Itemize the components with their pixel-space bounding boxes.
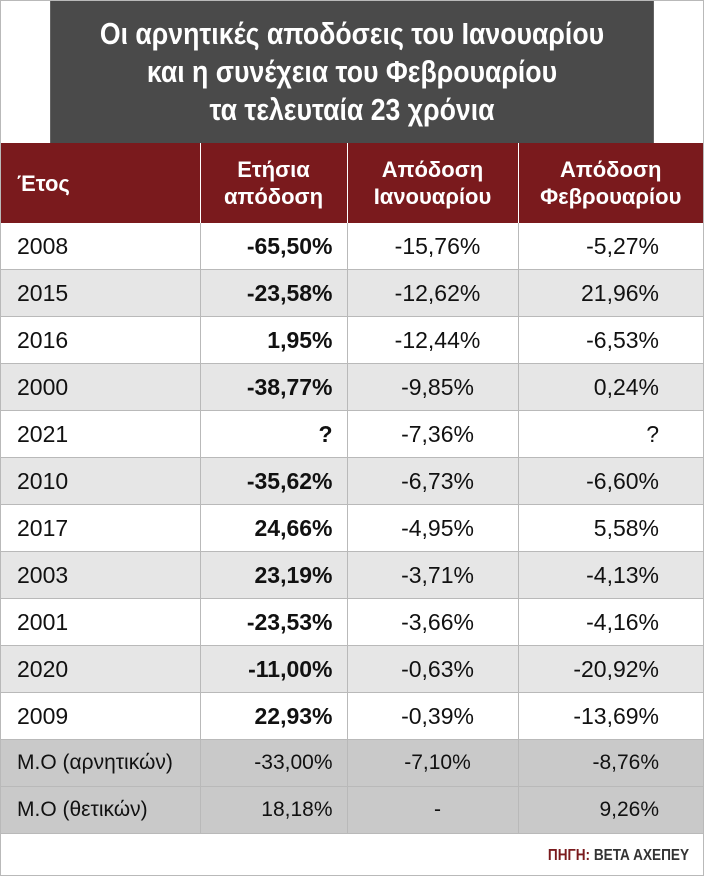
table-cell: -7,10% bbox=[347, 739, 519, 787]
table-row: 2003 23,19% -3,71% -4,13% bbox=[1, 551, 703, 599]
table-cell: -38,77% bbox=[200, 363, 348, 411]
table-cell: -6,60% bbox=[518, 457, 703, 505]
table-cell: -12,44% bbox=[347, 316, 519, 364]
column-header-1: Ετήσια απόδοση bbox=[200, 143, 348, 223]
table-cell: -65,50% bbox=[200, 223, 348, 270]
source-value: ΒΕΤΑ ΑΧΕΠΕΥ bbox=[593, 847, 689, 864]
table-cell: -6,53% bbox=[518, 316, 703, 364]
table-row: 2021? -7,36%? bbox=[1, 410, 703, 458]
column-header-3: Απόδοση Φεβρουαρίου bbox=[518, 143, 703, 223]
table-cell: -15,76% bbox=[347, 223, 519, 270]
title-line-3: τα τελευταία 23 χρόνια bbox=[209, 92, 495, 127]
table-cell: 2021 bbox=[1, 410, 201, 458]
table-row: 2015 -23,58% -12,62% 21,96% bbox=[1, 269, 703, 317]
table-cell: 2009 bbox=[1, 692, 201, 740]
column-header-0: Έτος bbox=[1, 143, 201, 223]
table-cell: 9,26% bbox=[518, 786, 703, 834]
table-cell: 2003 bbox=[1, 551, 201, 599]
table-cell: - bbox=[347, 786, 519, 834]
table-row: 2009 22,93% -0,39% -13,69% bbox=[1, 692, 703, 740]
table-row: 2010 -35,62% -6,73% -6,60% bbox=[1, 457, 703, 505]
table-cell: 1,95% bbox=[200, 316, 348, 364]
table-cell: 2016 bbox=[1, 316, 201, 364]
table-cell: -33,00% bbox=[200, 739, 348, 787]
table-cell: -23,58% bbox=[200, 269, 348, 317]
column-header-2-line-1: Ιανουαρίου bbox=[373, 184, 492, 209]
table-cell: 2017 bbox=[1, 504, 201, 552]
table-cell: ? bbox=[518, 410, 703, 458]
table-row: 2001 -23,53% -3,66% -4,16% bbox=[1, 598, 703, 646]
table-cell: -0,39% bbox=[347, 692, 519, 740]
table-cell: 2001 bbox=[1, 598, 201, 646]
table-cell: -8,76% bbox=[518, 739, 703, 787]
column-header-3-line-0: Απόδοση bbox=[560, 157, 662, 182]
table-row: 2017 24,66% -4,95% 5,58% bbox=[1, 504, 703, 552]
table-cell: -13,69% bbox=[518, 692, 703, 740]
table-cell: -11,00% bbox=[200, 645, 348, 693]
column-header-1-line-0: Ετήσια bbox=[237, 157, 310, 182]
summary-row: Μ.Ο (θετικών) 18,18% -9,26% bbox=[1, 786, 703, 834]
table-cell: 5,58% bbox=[518, 504, 703, 552]
table-cell: -4,16% bbox=[518, 598, 703, 646]
source-note: ΠΗΓΗ: ΒΕΤΑ ΑΧΕΠΕΥ bbox=[548, 847, 689, 865]
table-cell: 2010 bbox=[1, 457, 201, 505]
chart-title: Οι αρνητικές αποδόσεις του Ιανουαρίου κα… bbox=[50, 1, 654, 143]
column-header-2: Απόδοση Ιανουαρίου bbox=[347, 143, 519, 223]
table-cell: -23,53% bbox=[200, 598, 348, 646]
table-cell: 18,18% bbox=[200, 786, 348, 834]
table-row: 2000 -38,77% -9,85% 0,24% bbox=[1, 363, 703, 411]
table-cell: 21,96% bbox=[518, 269, 703, 317]
table-cell: -0,63% bbox=[347, 645, 519, 693]
table-cell: 2015 bbox=[1, 269, 201, 317]
source-label: ΠΗΓΗ: bbox=[547, 847, 591, 864]
table-cell: 23,19% bbox=[200, 551, 348, 599]
summary-row: Μ.Ο (αρνητικών) -33,00% -7,10% -8,76% bbox=[1, 739, 703, 787]
returns-table: Έτος Ετήσια απόδοση Απόδοση Ιανουαρίου Απόδοσ… bbox=[1, 143, 703, 834]
table-body: 2008 -65,50% -15,76% -5,27% 2015 -23,58% -12,6… bbox=[1, 223, 703, 834]
table-cell: -35,62% bbox=[200, 457, 348, 505]
table-cell: 2008 bbox=[1, 223, 201, 270]
table-cell: ? bbox=[200, 410, 348, 458]
table-cell: -4,95% bbox=[347, 504, 519, 552]
table-cell: -4,13% bbox=[518, 551, 703, 599]
column-header-1-line-1: απόδοση bbox=[223, 184, 324, 209]
table-row: 2020 -11,00% -0,63% -20,92% bbox=[1, 645, 703, 693]
table-cell: -12,62% bbox=[347, 269, 519, 317]
table-cell: -3,71% bbox=[347, 551, 519, 599]
table-row: 2016 1,95% -12,44% -6,53% bbox=[1, 316, 703, 364]
table-cell: Μ.Ο (θετικών) bbox=[1, 786, 201, 834]
column-header-3-line-1: Φεβρουαρίου bbox=[540, 184, 682, 209]
table-cell: -20,92% bbox=[518, 645, 703, 693]
table-cell: 2000 bbox=[1, 363, 201, 411]
title-line-1: Οι αρνητικές αποδόσεις του Ιανουαρίου bbox=[99, 16, 605, 51]
table-cell: Μ.Ο (αρνητικών) bbox=[1, 739, 201, 787]
table-cell: -3,66% bbox=[347, 598, 519, 646]
table-cell: 2020 bbox=[1, 645, 201, 693]
table-row: 2008 -65,50% -15,76% -5,27% bbox=[1, 223, 703, 270]
table-cell: -6,73% bbox=[347, 457, 519, 505]
table-cell: -5,27% bbox=[518, 223, 703, 270]
column-header-2-line-0: Απόδοση bbox=[381, 157, 484, 182]
table-cell: 0,24% bbox=[518, 363, 703, 411]
title-line-2: και η συνέχεια του Φεβρουαρίου bbox=[146, 54, 558, 89]
table-cell: 24,66% bbox=[200, 504, 348, 552]
table-cell: -7,36% bbox=[347, 410, 519, 458]
column-header-0-line-0: Έτος bbox=[17, 170, 70, 196]
table-cell: 22,93% bbox=[200, 692, 348, 740]
table-cell: -9,85% bbox=[347, 363, 519, 411]
table-header: Έτος Ετήσια απόδοση Απόδοση Ιανουαρίου Απόδοσ… bbox=[1, 143, 703, 223]
